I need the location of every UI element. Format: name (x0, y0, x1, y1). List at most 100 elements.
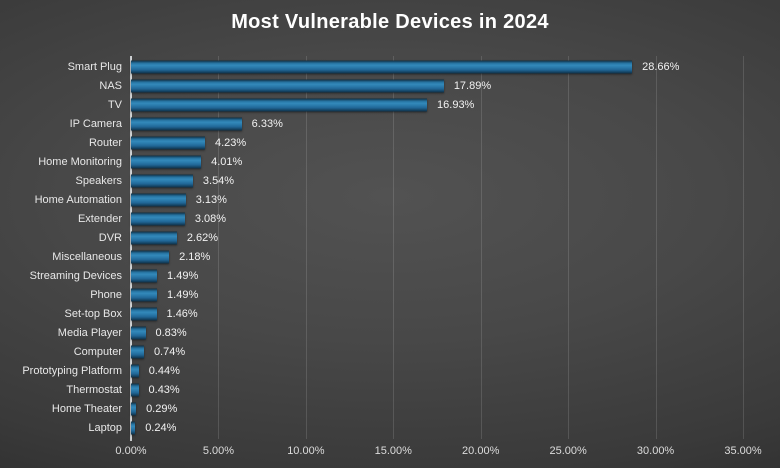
bar-row: 2.62% (131, 229, 743, 248)
bar-row: 6.33% (131, 115, 743, 134)
category-label: IP Camera (69, 118, 122, 131)
bar (131, 288, 158, 302)
bar (131, 307, 157, 321)
gridline (305, 56, 307, 439)
category-label: Thermostat (66, 383, 122, 396)
category-label: Prototyping Platform (22, 364, 122, 377)
gridline (568, 56, 570, 439)
bar-row: 4.01% (131, 153, 743, 172)
gridline (480, 56, 482, 439)
category-label: Home Automation (34, 194, 122, 207)
value-label: 0.43% (148, 383, 180, 396)
x-axis-tick-label: 0.00% (115, 445, 147, 457)
value-label: 28.66% (642, 61, 680, 74)
value-label: 1.49% (167, 288, 199, 301)
value-label: 16.93% (437, 99, 475, 112)
category-label: Streaming Devices (29, 269, 122, 282)
bar-row: 3.54% (131, 172, 743, 191)
plot-area: 28.66% 17.89% 16.93% 6.33% 4.23% 4.01% 3.54% 3.… (131, 56, 744, 439)
category-label: Phone (90, 288, 122, 301)
category-label: Miscellaneous (52, 251, 122, 263)
gridline (393, 56, 395, 439)
value-label: 17.89% (453, 80, 492, 93)
category-label: Media Player (57, 326, 122, 339)
bar (131, 383, 139, 397)
y-axis-line (130, 56, 132, 441)
value-label: 2.18% (179, 251, 211, 263)
gridline (131, 56, 132, 439)
value-label: 2.62% (186, 232, 219, 245)
value-label: 1.49% (167, 269, 199, 282)
value-label: 0.44% (148, 364, 180, 377)
value-label: 0.83% (155, 326, 187, 339)
gridline (655, 56, 657, 439)
x-axis-tick-label: 25.00% (549, 445, 587, 457)
bar (131, 79, 444, 93)
value-label: 3.13% (195, 194, 227, 207)
bar-row: 1.49% (131, 266, 743, 285)
gridline (743, 56, 744, 439)
bar-row: 0.83% (131, 323, 743, 342)
x-axis-tick-label: 35.00% (724, 445, 762, 457)
value-label: 4.23% (214, 137, 247, 150)
bar (131, 60, 633, 74)
bar-row: 16.93% (131, 96, 743, 115)
x-axis-tick-label: 15.00% (374, 445, 412, 457)
category-label: Set-top Box (64, 307, 122, 320)
bar-row: 0.43% (131, 380, 743, 399)
bar-row: 0.74% (131, 342, 743, 361)
category-label: Laptop (88, 421, 122, 434)
bar (131, 212, 185, 226)
value-label: 3.54% (202, 175, 235, 188)
bar-row: 17.89% (131, 77, 743, 96)
bar-row: 3.08% (131, 210, 743, 229)
category-label: Extender (77, 213, 122, 226)
bar-row: 0.29% (131, 399, 743, 418)
x-axis-tick-label: 5.00% (202, 445, 235, 457)
bar (131, 98, 428, 112)
bar (131, 117, 242, 131)
bar-row: 28.66% (131, 58, 743, 77)
category-label: Speakers (75, 175, 122, 188)
bar (131, 193, 186, 207)
value-label: 1.46% (166, 307, 198, 320)
bar-row: 1.46% (131, 304, 743, 323)
bar-row: 0.44% (131, 361, 743, 380)
category-label: Smart Plug (67, 61, 122, 74)
bar (131, 155, 202, 169)
category-label: Computer (73, 345, 122, 358)
bar (131, 326, 146, 340)
x-axis-tick-label: 30.00% (636, 445, 675, 457)
category-label: Home Theater (51, 402, 122, 415)
bar-row: 0.24% (131, 418, 743, 437)
bar-row: 2.18% (131, 248, 743, 267)
category-label: Home Monitoring (38, 156, 122, 169)
value-label: 3.08% (194, 213, 227, 226)
value-label: 6.33% (251, 118, 283, 131)
bar (131, 231, 177, 245)
gridline (218, 56, 220, 439)
bar-row: 4.23% (131, 134, 743, 153)
x-axis-tick-label: 20.00% (462, 445, 500, 457)
value-label: 0.74% (153, 345, 186, 358)
category-label: TV (107, 99, 122, 112)
bar (131, 402, 137, 416)
value-label: 0.29% (146, 402, 178, 415)
x-axis-tick-label: 10.00% (287, 445, 325, 457)
bar (131, 421, 136, 435)
category-labels: Smart Plug NAS TV IP Camera Router Home Monit… (0, 58, 122, 437)
category-label: Router (88, 137, 122, 150)
bar (131, 269, 158, 283)
rows: 28.66% 17.89% 16.93% 6.33% 4.23% 4.01% 3.54% 3.… (131, 58, 743, 437)
chart-title: Most Vulnerable Devices in 2024 (231, 11, 549, 33)
bar (131, 174, 193, 188)
x-axis: 0.00% 5.00% 10.00% 15.00% 20.00% 25.00% 30.00%… (115, 445, 761, 461)
value-label: 0.24% (145, 421, 177, 434)
category-label: NAS (99, 80, 122, 93)
bar (131, 136, 205, 150)
value-label: 4.01% (211, 156, 243, 169)
bar (131, 345, 144, 359)
category-label: DVR (98, 232, 122, 245)
bar-row: 3.13% (131, 191, 743, 210)
